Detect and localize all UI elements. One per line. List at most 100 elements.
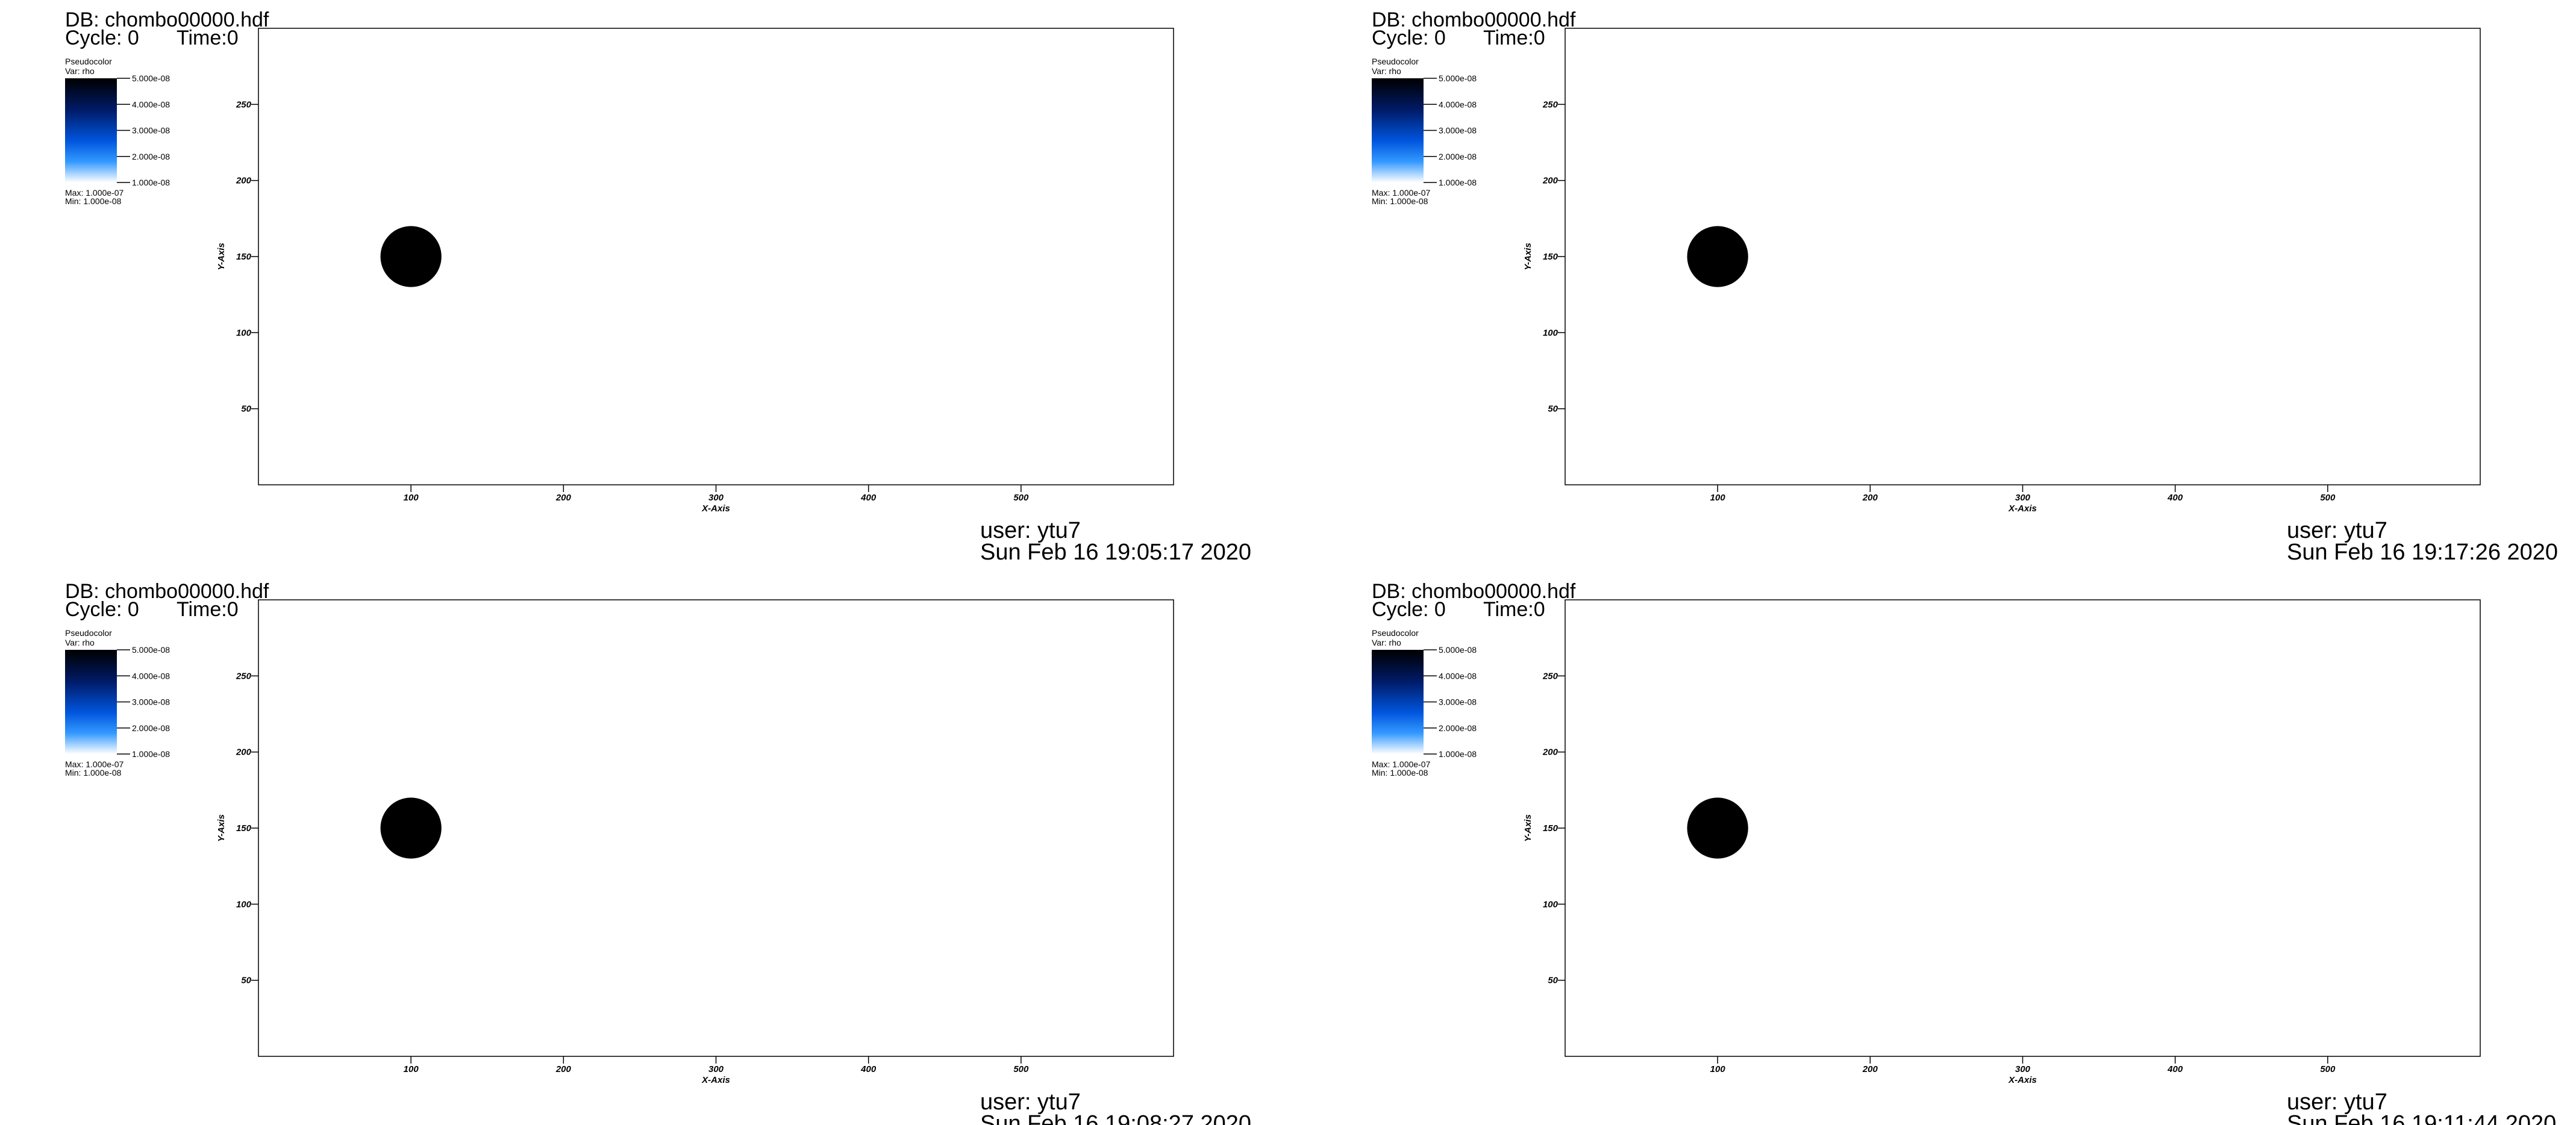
legend-tick-label: 5.000e-08 [132,73,170,83]
x-tick-label: 100 [1710,493,1726,503]
y-tick-label: 100 [236,328,252,338]
x-tick-label: 100 [404,493,419,503]
legend-tick-label: 4.000e-08 [1439,671,1477,681]
x-tick-label: 100 [1710,1064,1726,1074]
time-label: Time:0 [1483,26,1545,49]
legend-var: Var: rho [1372,638,1401,647]
density-blob [1687,226,1748,287]
y-tick-label: 100 [236,899,252,909]
x-tick-label: 300 [708,1064,724,1074]
x-tick-label: 200 [1862,493,1878,503]
legend-max: Max: 1.000e-07 [65,759,123,769]
legend-tick-label: 3.000e-08 [1439,126,1477,136]
x-tick-label: 400 [2167,493,2183,503]
y-tick-label: 200 [236,176,252,186]
x-tick-label: 300 [2015,493,2031,503]
legend-tick-label: 4.000e-08 [132,671,170,681]
legend-tick-label: 2.000e-08 [132,723,170,733]
x-tick-label: 300 [708,493,724,503]
x-tick-label: 200 [555,1064,572,1074]
x-axis-label: X-Axis [701,503,730,514]
y-tick-label: 50 [241,976,251,986]
legend-min: Min: 1.000e-08 [1372,768,1428,778]
y-tick-label: 50 [1548,404,1558,414]
legend-max: Max: 1.000e-07 [65,188,123,198]
colorbar [65,650,117,754]
user-label: user: ytu7 [980,518,1081,543]
legend-var: Var: rho [65,638,95,647]
legend-tick-label: 3.000e-08 [1439,697,1477,707]
date-label: Sun Feb 16 19:08:27 2020 [980,1111,1251,1125]
legend-tick-label: 2.000e-08 [132,152,170,161]
x-tick-label: 400 [860,493,877,503]
legend-tick-label: 1.000e-08 [1439,749,1477,759]
db-label: DB: chombo00000.hdf [65,8,269,31]
y-tick-label: 250 [236,99,252,110]
user-label: user: ytu7 [2287,1089,2387,1115]
x-axis-label: X-Axis [2008,1075,2037,1085]
user-label: user: ytu7 [980,1089,1081,1115]
time-label: Time:0 [177,26,239,49]
density-blob [380,797,442,859]
colorbar [1372,78,1424,182]
x-tick-label: 500 [1013,1064,1029,1074]
legend-max: Max: 1.000e-07 [1372,188,1430,198]
y-tick-label: 150 [236,252,252,262]
legend-tick-label: 5.000e-08 [1439,645,1477,655]
cycle-label: Cycle: 0 [65,26,139,49]
y-tick-label: 250 [1542,99,1558,110]
legend-tick-label: 4.000e-08 [1439,99,1477,109]
x-tick-label: 500 [2320,1064,2336,1074]
db-label: DB: chombo00000.hdf [1372,8,1576,31]
legend-tick-label: 1.000e-08 [1439,178,1477,187]
legend-tick-label: 4.000e-08 [132,99,170,109]
y-axis-label: Y-Axis [216,814,227,842]
y-axis-label: Y-Axis [1523,243,1533,270]
legend-max: Max: 1.000e-07 [1372,759,1430,769]
legend-tick-label: 5.000e-08 [1439,73,1477,83]
legend-tick-label: 2.000e-08 [1439,152,1477,161]
y-axis-label: Y-Axis [216,243,227,270]
y-tick-label: 150 [1543,823,1558,834]
date-label: Sun Feb 16 19:17:26 2020 [2287,540,2558,565]
cycle-label: Cycle: 0 [1372,598,1446,621]
x-tick-label: 500 [2320,493,2336,503]
date-label: Sun Feb 16 19:05:17 2020 [980,540,1251,565]
legend-tick-label: 1.000e-08 [132,178,170,187]
x-tick-label: 100 [404,1064,419,1074]
cycle-label: Cycle: 0 [65,598,139,621]
db-label: DB: chombo00000.hdf [65,580,269,603]
y-tick-label: 150 [236,823,252,834]
y-axis-label: Y-Axis [1523,814,1533,842]
legend-title: Pseudocolor [65,628,112,638]
legend-var: Var: rho [1372,66,1401,76]
legend-title: Pseudocolor [65,57,112,66]
x-tick-label: 400 [860,1064,877,1074]
density-blob [380,226,442,287]
colorbar [65,78,117,182]
y-tick-label: 50 [241,404,251,414]
legend-min: Min: 1.000e-08 [1372,196,1428,206]
legend-tick-label: 1.000e-08 [132,749,170,759]
legend-var: Var: rho [65,66,95,76]
date-label: Sun Feb 16 19:11:44 2020 [2287,1111,2556,1125]
y-tick-label: 200 [1542,747,1558,758]
legend-tick-label: 5.000e-08 [132,645,170,655]
colorbar [1372,650,1424,754]
legend-min: Min: 1.000e-08 [65,768,122,778]
user-label: user: ytu7 [2287,518,2387,543]
db-label: DB: chombo00000.hdf [1372,580,1576,603]
legend-tick-label: 2.000e-08 [1439,723,1477,733]
y-tick-label: 150 [1543,252,1558,262]
x-tick-label: 500 [1013,493,1029,503]
legend-title: Pseudocolor [1372,57,1419,66]
x-tick-label: 300 [2015,1064,2031,1074]
legend-tick-label: 3.000e-08 [132,126,170,136]
time-label: Time:0 [177,598,239,621]
time-label: Time:0 [1483,598,1545,621]
